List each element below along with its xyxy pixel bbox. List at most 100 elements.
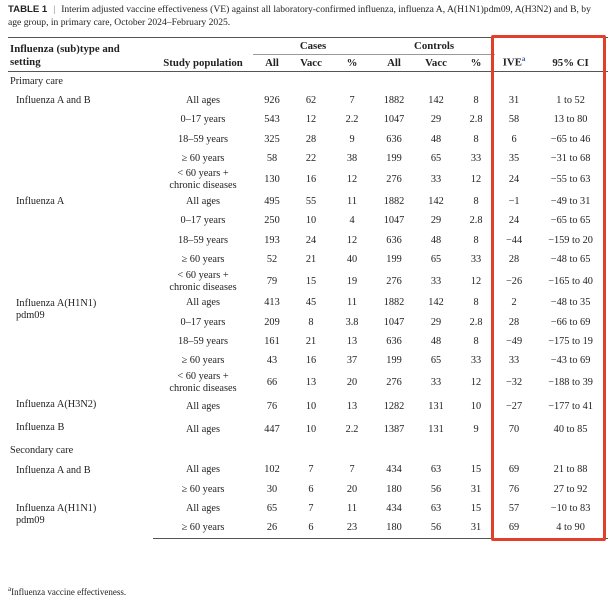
cell: 48 bbox=[430, 335, 442, 347]
cell: 33 bbox=[430, 376, 442, 388]
cell: 2.2 bbox=[345, 423, 359, 435]
cell: 325 bbox=[264, 133, 280, 145]
cell: 1047 bbox=[383, 316, 405, 328]
cell: 31 bbox=[508, 94, 520, 106]
cell: 33 bbox=[430, 174, 442, 186]
study-population: All ages bbox=[185, 400, 221, 412]
subtype-label: Influenza A and B bbox=[16, 464, 91, 476]
cell: 12 bbox=[346, 234, 358, 246]
data-row: ≥ 60 years 26 6 23 180 56 31 69 4 to 90 bbox=[8, 518, 609, 539]
data-row: < 60 years + chronic diseases 66 13 20 276 33… bbox=[8, 371, 608, 395]
data-row: Influenza A All ages 495 55 11 1882 142 8 −1 −49 … bbox=[8, 192, 608, 211]
cell: 76 bbox=[508, 483, 520, 495]
cell: 28 bbox=[508, 254, 520, 266]
cell: 180 bbox=[386, 483, 402, 495]
cell: 66 bbox=[266, 376, 278, 388]
cell: 4 bbox=[349, 215, 355, 227]
cell: 142 bbox=[428, 297, 444, 309]
cell: 413 bbox=[264, 297, 280, 309]
cell: 16 bbox=[305, 174, 317, 186]
study-population: All ages bbox=[185, 94, 221, 106]
cell: 2.8 bbox=[469, 316, 483, 328]
cell: 58 bbox=[508, 114, 520, 126]
study-population: 0–17 years bbox=[180, 114, 226, 126]
cell: 19 bbox=[346, 275, 358, 287]
subheader: % bbox=[331, 54, 374, 72]
cell: −10 to 83 bbox=[550, 502, 591, 514]
cell: 57 bbox=[508, 502, 520, 514]
study-population: ≥ 60 years bbox=[181, 254, 225, 266]
cell: 1282 bbox=[383, 400, 405, 412]
cell: 58 bbox=[266, 152, 278, 164]
cell: 434 bbox=[386, 464, 402, 476]
subtype-label: Influenza A and B bbox=[16, 95, 91, 107]
section-row: Primary care bbox=[8, 72, 608, 92]
table-body: Primary care Influenza A and B All ages 926… bbox=[8, 72, 609, 539]
cell: 31 bbox=[470, 483, 482, 495]
study-population: ≥ 60 years bbox=[181, 355, 225, 367]
cell: 20 bbox=[346, 483, 358, 495]
subheader: Vacc bbox=[415, 54, 458, 72]
results-table: Influenza (sub)type and setting Study po… bbox=[8, 37, 609, 539]
data-row: ≥ 60 years 58 22 38 199 65 33 35 −31 to 68 bbox=[8, 149, 608, 168]
cell: 209 bbox=[264, 316, 280, 328]
cell: 1882 bbox=[383, 94, 405, 106]
data-row: Influenza A(H3N2) All ages 76 10 13 1282 131 10… bbox=[8, 395, 608, 418]
data-row: 18–59 years 193 24 12 636 48 8 −44 −159 to 20 bbox=[8, 231, 608, 250]
cell: 40 to 85 bbox=[553, 423, 588, 435]
header-ci: 95% CI bbox=[533, 37, 609, 72]
cell: 2.8 bbox=[469, 215, 483, 227]
cell: 4 to 90 bbox=[533, 518, 609, 539]
cell: 20 bbox=[346, 376, 358, 388]
cell: 131 bbox=[428, 400, 444, 412]
cell: 56 bbox=[415, 518, 458, 539]
caption-text: Interim adjusted vaccine effectiveness (… bbox=[8, 4, 591, 28]
cell: 9 bbox=[473, 423, 479, 435]
cell: 13 bbox=[346, 335, 358, 347]
cell: 16 bbox=[305, 355, 317, 367]
data-row: ≥ 60 years 52 21 40 199 65 33 28 −48 to 65 bbox=[8, 250, 608, 269]
cell: −66 to 69 bbox=[550, 316, 591, 328]
cell: 447 bbox=[264, 423, 280, 435]
cell: −44 bbox=[506, 234, 523, 246]
cell: 40 bbox=[346, 254, 358, 266]
cell: 543 bbox=[264, 114, 280, 126]
cell: 7 bbox=[308, 502, 314, 514]
cell: 55 bbox=[305, 196, 317, 208]
cell: 79 bbox=[266, 275, 278, 287]
study-population: < 60 years + chronic diseases bbox=[169, 269, 237, 293]
cell: 180 bbox=[373, 518, 416, 539]
footnote: aInfluenza vaccine effectiveness. bbox=[8, 585, 126, 597]
cell: 29 bbox=[430, 215, 442, 227]
cell: −159 to 20 bbox=[548, 234, 593, 246]
data-row: 0–17 years 209 8 3.8 1047 29 2.8 28 −66 to 69 bbox=[8, 313, 608, 332]
caption: TABLE 1 | Interim adjusted vaccine effecti… bbox=[8, 3, 606, 29]
cell: 12 bbox=[305, 114, 317, 126]
header-ive: IVEa bbox=[495, 37, 534, 72]
cell: 13 bbox=[305, 376, 317, 388]
header-cases: Cases bbox=[253, 37, 374, 55]
cell: −1 bbox=[508, 196, 520, 208]
cell: 33 bbox=[470, 152, 482, 164]
cell: 29 bbox=[430, 316, 442, 328]
cell: 11 bbox=[347, 502, 357, 514]
cell: 6 bbox=[511, 133, 517, 145]
data-row: Influenza A and B All ages 926 62 7 1882 142 8 3… bbox=[8, 91, 608, 110]
cell: 23 bbox=[331, 518, 374, 539]
study-population: All ages bbox=[185, 464, 221, 476]
cell: 22 bbox=[305, 152, 317, 164]
cell: −177 to 41 bbox=[548, 400, 593, 412]
cell: 48 bbox=[430, 234, 442, 246]
data-row: 0–17 years 250 10 4 1047 29 2.8 24 −65 to 65 bbox=[8, 212, 608, 231]
cell: 37 bbox=[346, 355, 358, 367]
study-population: All ages bbox=[185, 196, 221, 208]
divider: | bbox=[53, 4, 56, 15]
cell: 7 bbox=[349, 464, 355, 476]
cell: 63 bbox=[430, 502, 442, 514]
study-population: All ages bbox=[185, 423, 221, 435]
cell: 28 bbox=[305, 133, 317, 145]
cell: 13 to 80 bbox=[553, 114, 588, 126]
cell: 276 bbox=[386, 174, 402, 186]
study-population: < 60 years + chronic diseases bbox=[169, 168, 237, 192]
cell: 33 bbox=[430, 275, 442, 287]
